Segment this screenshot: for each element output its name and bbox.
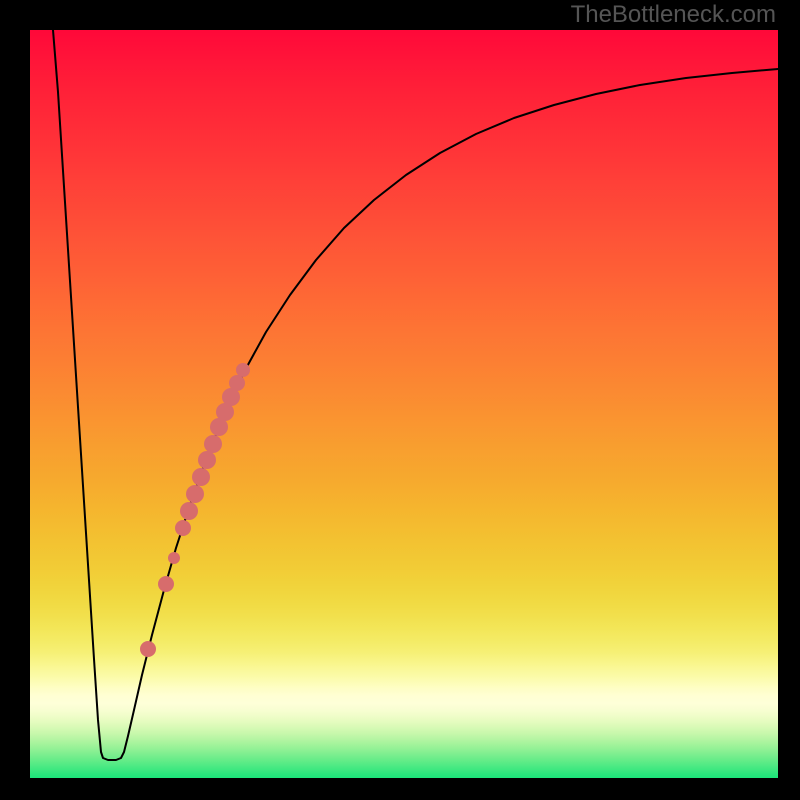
data-marker [158,576,174,592]
data-marker [198,451,216,469]
chart-container: TheBottleneck.com [0,0,800,800]
plot-background [30,30,778,778]
data-marker [140,641,156,657]
data-marker [229,375,245,391]
watermark-text: TheBottleneck.com [571,1,776,28]
data-marker [168,552,180,564]
data-marker [180,502,198,520]
data-marker [204,435,222,453]
data-marker [192,468,210,486]
data-marker [186,485,204,503]
data-marker [175,520,191,536]
data-marker [236,363,250,377]
bottleneck-chart: TheBottleneck.com [0,0,800,800]
